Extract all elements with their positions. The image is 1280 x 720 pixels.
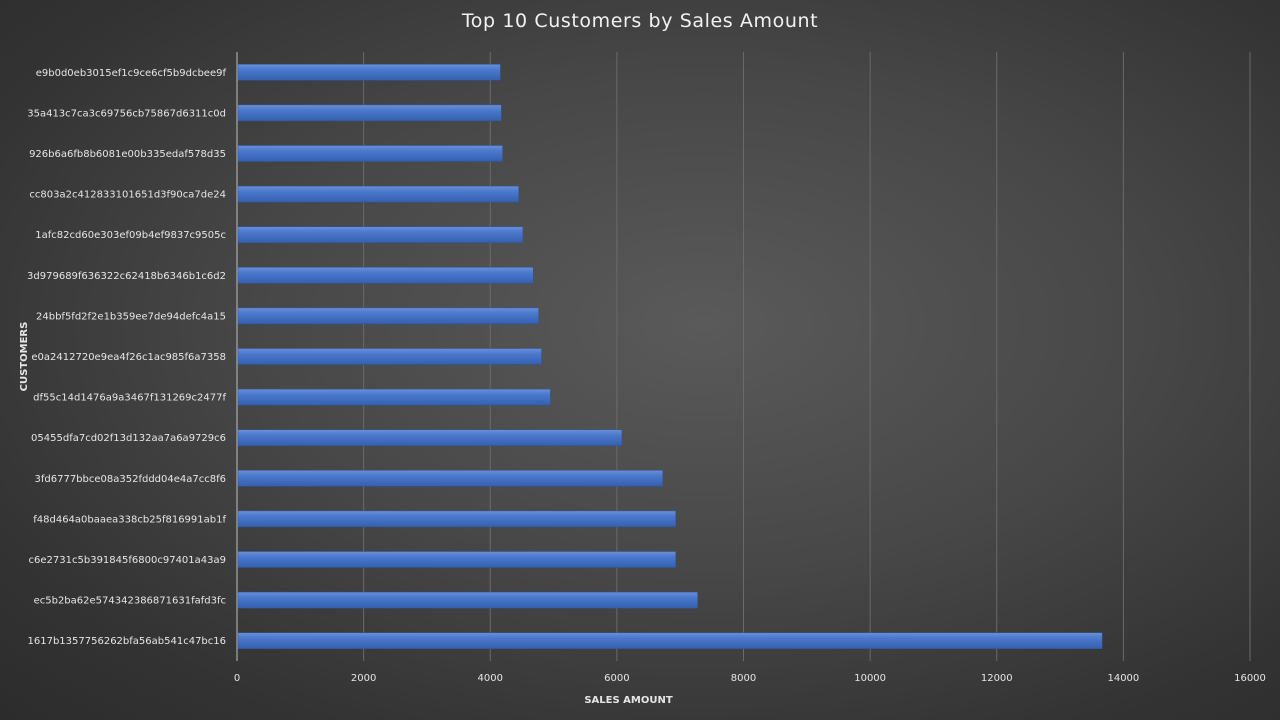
chart-title: Top 10 Customers by Sales Amount <box>461 10 819 32</box>
y-tick-label: e9b0d0eb3015ef1c9ce6cf5b9dcbee9f <box>36 68 227 79</box>
bar <box>237 591 698 609</box>
x-tick-label: 16000 <box>1234 673 1266 684</box>
x-tick-label: 2000 <box>351 673 376 684</box>
y-tick-label: 1617b1357756262bfa56ab541c47bc16 <box>28 636 227 647</box>
bar <box>237 429 623 446</box>
bar <box>237 185 519 203</box>
y-tick-label: 3d979689f636322c62418b6346b1c6d2 <box>27 271 226 282</box>
y-tick-label: c6e2731c5b391845f6800c97401a43a9 <box>29 555 226 566</box>
x-axis-title: SALES AMOUNT <box>584 695 673 706</box>
y-tick-label: e0a2412720e9ea4f26c1ac985f6a7358 <box>31 352 226 363</box>
y-tick-label: f48d464a0baaea338cb25f816991ab1f <box>33 514 226 525</box>
y-tick-label: ec5b2ba62e574342386871631fafd3fc <box>34 596 226 607</box>
bar <box>237 551 677 568</box>
bar <box>237 104 502 122</box>
bar <box>237 145 503 162</box>
y-tick-label: 1afc82cd60e303ef09b4ef9837c9505c <box>35 230 226 241</box>
x-tick-label: 12000 <box>981 673 1013 684</box>
x-tick-label: 14000 <box>1107 673 1139 684</box>
bar <box>237 226 524 243</box>
y-tick-label: cc803a2c412833101651d3f90ca7de24 <box>29 190 226 201</box>
labels: 0 2000 4000 6000 8000 10000 12000 14000 16000 e9b… <box>19 68 1266 706</box>
y-axis-title: CUSTOMERS <box>19 322 30 392</box>
x-tick-label: 8000 <box>731 673 756 684</box>
x-tick-label: 4000 <box>478 673 503 684</box>
bar <box>237 348 542 365</box>
bar <box>237 632 1103 649</box>
bars <box>237 64 1103 649</box>
y-tick-label: 24bbf5fd2f2e1b359ee7de94defc4a15 <box>36 311 226 322</box>
y-tick-label: 35a413c7ca3c69756cb75867d6311c0d <box>27 108 226 119</box>
bar <box>237 64 501 81</box>
bar <box>237 307 539 325</box>
bar <box>237 388 551 406</box>
y-tick-label: 05455dfa7cd02f13d132aa7a6a9729c6 <box>31 433 226 444</box>
x-tick-label: 0 <box>234 673 240 684</box>
y-tick-label: df55c14d1476a9a3467f131269c2477f <box>33 393 226 404</box>
x-tick-label: 6000 <box>604 673 629 684</box>
bar <box>237 510 677 528</box>
x-tick-label: 10000 <box>854 673 886 684</box>
bar <box>237 470 664 487</box>
y-tick-label: 926b6a6fb8b6081e00b335edaf578d35 <box>29 149 226 160</box>
bar <box>237 267 534 284</box>
y-tick-label: 3fd6777bbce08a352fddd04e4a7cc8f6 <box>35 474 227 485</box>
